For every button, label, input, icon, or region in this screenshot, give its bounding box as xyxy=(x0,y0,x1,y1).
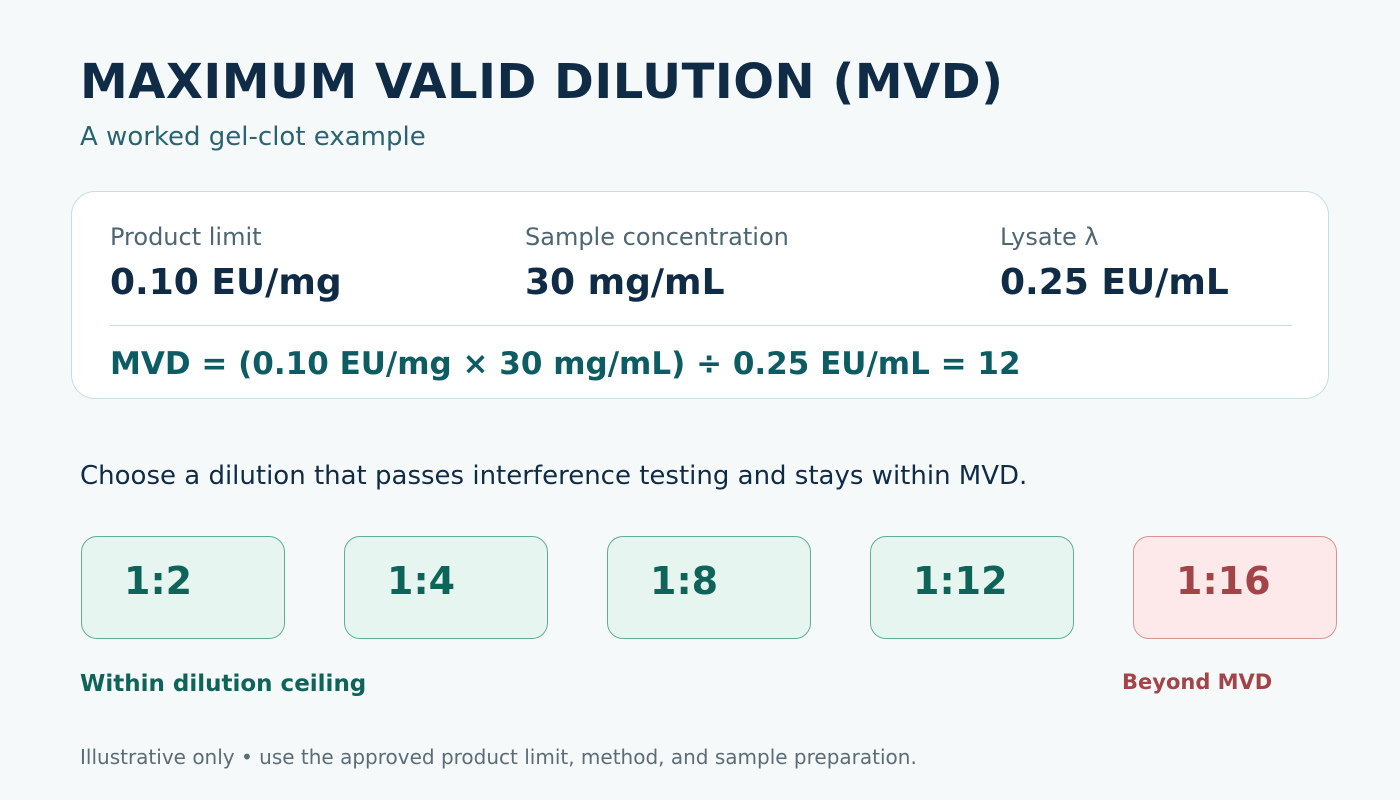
mvd-formula: MVD = (0.10 EU/mg × 30 mg/mL) ÷ 0.25 EU/… xyxy=(110,346,1021,382)
legend-within-ceiling: Within dilution ceiling xyxy=(80,671,367,697)
param-value: 0.10 EU/mg xyxy=(110,262,342,303)
param-value: 0.25 EU/mL xyxy=(1000,262,1229,303)
dilution-label: 1:12 xyxy=(913,559,1008,603)
page-subtitle: A worked gel-clot example xyxy=(80,122,426,152)
instruction-text: Choose a dilution that passes interferen… xyxy=(80,461,1028,491)
calculation-card: Product limit 0.10 EU/mg Sample concentr… xyxy=(71,191,1329,399)
param-lysate-lambda: Lysate λ 0.25 EU/mL xyxy=(1000,222,1229,304)
dilution-label: 1:16 xyxy=(1176,559,1271,603)
param-value: 30 mg/mL xyxy=(525,262,725,303)
dilution-option-1-2: 1:2 xyxy=(81,536,285,639)
dilution-option-1-12: 1:12 xyxy=(870,536,1074,639)
legend-beyond-mvd: Beyond MVD xyxy=(1122,670,1273,694)
page-title: MAXIMUM VALID DILUTION (MVD) xyxy=(80,54,1004,110)
dilution-option-1-4: 1:4 xyxy=(344,536,548,639)
param-label: Lysate λ xyxy=(1000,223,1099,251)
dilution-label: 1:2 xyxy=(124,559,193,603)
dilution-label: 1:4 xyxy=(387,559,456,603)
dilution-label: 1:8 xyxy=(650,559,719,603)
param-label: Sample concentration xyxy=(525,223,789,251)
param-product-limit: Product limit 0.10 EU/mg xyxy=(110,222,342,304)
param-sample-concentration: Sample concentration 30 mg/mL xyxy=(525,222,789,304)
footnote: Illustrative only • use the approved pro… xyxy=(80,745,917,769)
dilution-option-1-8: 1:8 xyxy=(607,536,811,639)
dilution-option-1-16: 1:16 xyxy=(1133,536,1337,639)
card-divider xyxy=(110,325,1292,326)
param-label: Product limit xyxy=(110,223,262,251)
